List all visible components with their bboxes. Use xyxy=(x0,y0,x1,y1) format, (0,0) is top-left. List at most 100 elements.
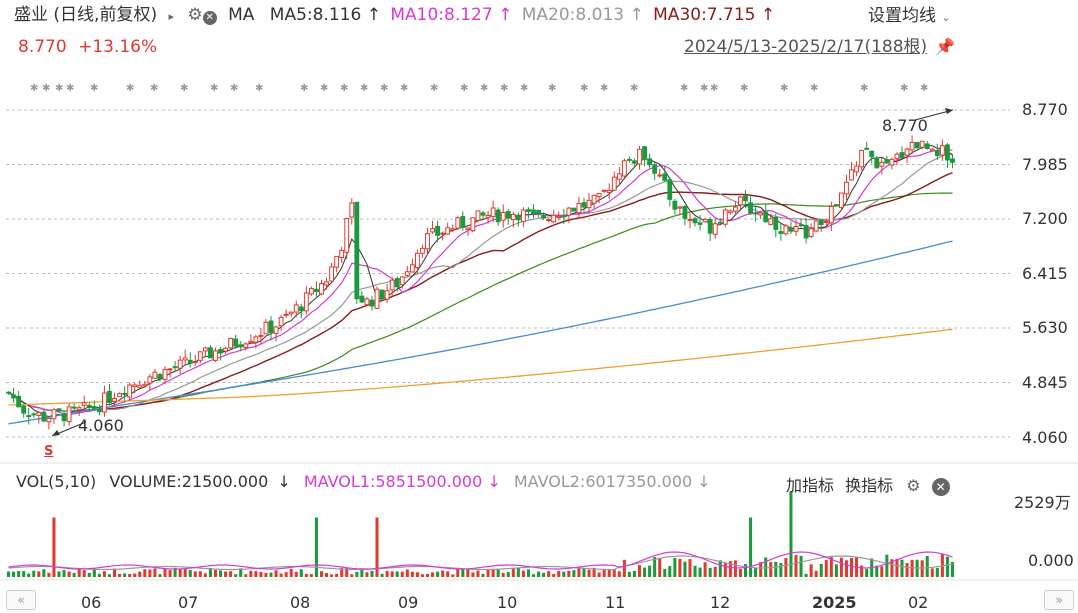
volume-bar xyxy=(279,573,283,577)
candle-body xyxy=(520,209,526,222)
ma120-line xyxy=(8,240,953,425)
add-indicator-button[interactable]: 加指标 xyxy=(786,476,835,495)
volume-bar xyxy=(229,571,233,577)
volume-bar xyxy=(395,571,399,577)
candle-body xyxy=(480,212,486,216)
volume-bar xyxy=(794,555,798,577)
candle-body xyxy=(606,189,612,193)
candle-body xyxy=(909,141,915,151)
volume-bar xyxy=(158,574,162,577)
candle-body xyxy=(16,395,22,408)
volume-bar xyxy=(128,574,132,577)
volume-bar xyxy=(42,569,46,577)
volume-bar xyxy=(728,561,732,577)
candle-body xyxy=(707,219,713,234)
volume-bar xyxy=(62,570,66,577)
event-marker: ✱ xyxy=(480,83,488,94)
volume-bar xyxy=(239,568,243,577)
switch-indicator-button[interactable]: 换指标 xyxy=(845,476,894,495)
close-icon[interactable]: ✕ xyxy=(931,478,950,496)
event-marker: ✱ xyxy=(810,83,818,94)
candle-body xyxy=(904,148,910,156)
candle-body xyxy=(828,206,834,224)
volume-bar xyxy=(32,570,36,577)
candle-body xyxy=(253,336,259,343)
candle-body xyxy=(445,227,451,235)
volume-bar xyxy=(7,571,11,577)
volume-bar xyxy=(234,574,238,577)
ma-label: MA xyxy=(228,5,255,25)
volume-bar xyxy=(97,573,101,577)
close-icon[interactable]: ✕ xyxy=(202,11,217,25)
volume-bar xyxy=(173,567,177,577)
stock-title[interactable]: 盛业 (日线,前复权) xyxy=(14,5,158,25)
candle-body xyxy=(374,288,380,309)
candle-body xyxy=(21,405,27,414)
scroll-right-button[interactable]: » xyxy=(1044,590,1074,610)
change-percent: +13.16% xyxy=(78,37,158,57)
gear-icon[interactable]: ⚙ xyxy=(187,5,203,25)
candle-body xyxy=(263,321,269,335)
candle-body xyxy=(359,295,365,303)
candle-body xyxy=(61,413,67,422)
volume-bar xyxy=(789,492,793,577)
candle-body xyxy=(748,202,753,214)
candle-body xyxy=(722,209,728,225)
volume-bar xyxy=(673,557,677,577)
volume-bar xyxy=(506,572,510,577)
candle-body xyxy=(566,207,572,216)
volume-bar xyxy=(143,569,147,577)
candle-body xyxy=(849,169,854,181)
candle-body xyxy=(945,144,950,161)
volume-bar xyxy=(521,570,525,577)
candle-body xyxy=(102,392,107,413)
candle-body xyxy=(561,215,567,218)
s-marker[interactable]: S xyxy=(44,444,54,459)
volume-bar xyxy=(269,572,273,577)
volume-bar xyxy=(658,558,662,577)
volume-bar xyxy=(779,563,783,577)
candle-body xyxy=(611,176,617,191)
gear-icon[interactable]: ⚙ xyxy=(906,476,921,495)
candle-body xyxy=(758,212,764,216)
candle-body xyxy=(526,209,531,212)
volume-bar xyxy=(486,569,490,577)
scroll-left-button[interactable]: « xyxy=(6,590,36,610)
volume-bar xyxy=(335,573,339,577)
event-marker: ✱ xyxy=(400,83,408,94)
candle-body xyxy=(420,247,425,254)
candle-body xyxy=(122,392,128,395)
ma250-line xyxy=(8,328,953,406)
candle-body xyxy=(369,299,375,307)
high-arrow-head xyxy=(945,108,953,114)
candle-body xyxy=(470,217,476,232)
volume-bar xyxy=(880,566,884,577)
volume-bar xyxy=(219,570,223,577)
date-range[interactable]: 2024/5/13-2025/2/17(188根) xyxy=(684,37,928,57)
candle-body xyxy=(268,320,274,333)
volume-bar xyxy=(299,569,303,577)
volume-bar xyxy=(365,572,369,577)
candle-body xyxy=(192,361,198,364)
candle-body xyxy=(919,140,925,148)
expand-icon[interactable]: ▸ xyxy=(168,10,175,23)
candle-body xyxy=(91,406,97,410)
x-tick: 10 xyxy=(497,593,518,612)
candle-body xyxy=(495,209,501,223)
volume-bar xyxy=(481,573,485,577)
volume-bar xyxy=(425,573,430,577)
candle-body xyxy=(485,214,491,219)
volume-bar xyxy=(294,571,298,577)
volume-bar xyxy=(627,571,631,577)
event-marker: ✱ xyxy=(360,83,368,94)
volume-bar xyxy=(895,558,899,577)
event-marker: ✱ xyxy=(55,83,63,94)
candle-body xyxy=(364,298,370,306)
candle-body xyxy=(667,179,673,200)
volume-bar xyxy=(708,567,712,577)
pin-icon[interactable]: 📌 xyxy=(935,37,955,56)
event-marker: ✱ xyxy=(230,83,238,94)
volume-bar xyxy=(47,572,51,577)
settings-ma-button[interactable]: 设置均线 ⌄ xyxy=(868,6,951,28)
